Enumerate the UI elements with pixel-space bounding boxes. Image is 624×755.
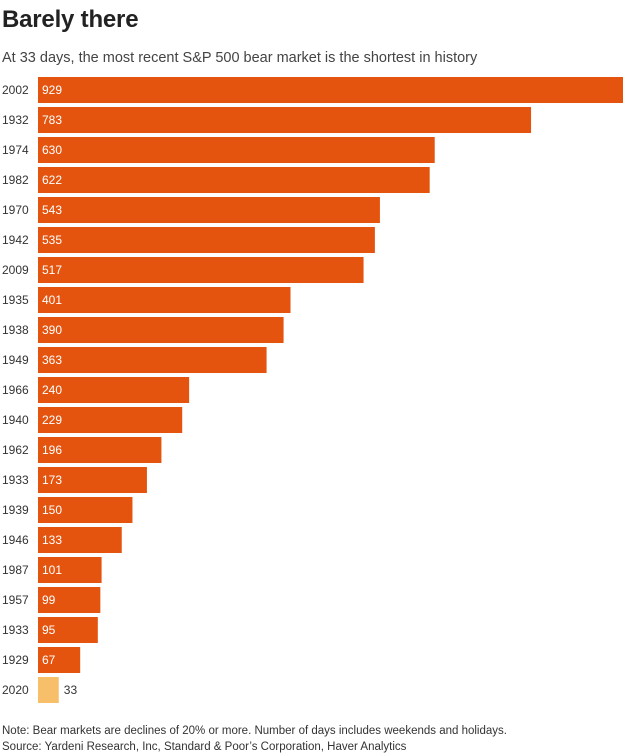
category-label: 1942: [2, 233, 29, 247]
value-label: 929: [42, 83, 62, 97]
category-label: 1974: [2, 143, 29, 157]
value-label: 173: [42, 473, 62, 487]
category-label: 1982: [2, 173, 29, 187]
highlight-bar: [38, 677, 59, 703]
value-label: 390: [42, 323, 62, 337]
category-label: 1940: [2, 413, 29, 427]
value-label: 630: [42, 143, 62, 157]
bar: [38, 647, 81, 673]
chart-subtitle: At 33 days, the most recent S&P 500 bear…: [2, 50, 478, 66]
category-label: 2020: [2, 683, 29, 697]
category-label: 1949: [2, 353, 29, 367]
value-label: 196: [42, 443, 62, 457]
category-label: 1933: [2, 473, 29, 487]
bar: [38, 617, 98, 643]
bar: [38, 437, 162, 463]
bar: [38, 137, 435, 163]
chart-source: Source: Yardeni Research, Inc, Standard …: [2, 741, 407, 753]
bar: [38, 167, 430, 193]
value-label: 99: [42, 593, 56, 607]
value-label: 543: [42, 203, 62, 217]
category-label: 1970: [2, 203, 29, 217]
value-label: 101: [42, 563, 62, 577]
value-label: 133: [42, 533, 62, 547]
bar: [38, 557, 102, 583]
category-label: 1932: [2, 113, 29, 127]
category-label: 1957: [2, 593, 29, 607]
category-label: 1938: [2, 323, 29, 337]
bar: [38, 497, 133, 523]
value-label: 240: [42, 383, 62, 397]
category-label: 1935: [2, 293, 29, 307]
bar: [38, 587, 101, 613]
value-label: 95: [42, 623, 56, 637]
bar: [38, 227, 375, 253]
chart-title: Barely there: [2, 6, 139, 33]
category-label: 2009: [2, 263, 29, 277]
category-label: 1939: [2, 503, 29, 517]
value-label: 33: [64, 683, 78, 697]
bar: [38, 527, 122, 553]
category-label: 1987: [2, 563, 29, 577]
value-label: 783: [42, 113, 62, 127]
value-label: 229: [42, 413, 62, 427]
bar: [38, 257, 364, 283]
bar: [38, 317, 284, 343]
chart-note: Note: Bear markets are declines of 20% o…: [2, 725, 507, 737]
category-label: 1946: [2, 533, 29, 547]
value-label: 363: [42, 353, 62, 367]
value-label: 622: [42, 173, 62, 187]
bar-chart: 2002 929 1932 783 1974 630 1982 622 1970 543 1942 5…: [2, 77, 623, 703]
value-label: 67: [42, 653, 56, 667]
category-label: 1966: [2, 383, 29, 397]
bar: [38, 467, 147, 493]
category-label: 2002: [2, 83, 29, 97]
value-label: 150: [42, 503, 62, 517]
category-label: 1933: [2, 623, 29, 637]
bar: [38, 347, 267, 373]
bar: [38, 77, 623, 103]
bar: [38, 377, 190, 403]
category-label: 1929: [2, 653, 29, 667]
value-label: 517: [42, 263, 62, 277]
bar: [38, 407, 183, 433]
bar: [38, 107, 532, 133]
value-label: 535: [42, 233, 62, 247]
category-label: 1962: [2, 443, 29, 457]
bar: [38, 287, 291, 313]
value-label: 401: [42, 293, 62, 307]
bar: [38, 197, 380, 223]
